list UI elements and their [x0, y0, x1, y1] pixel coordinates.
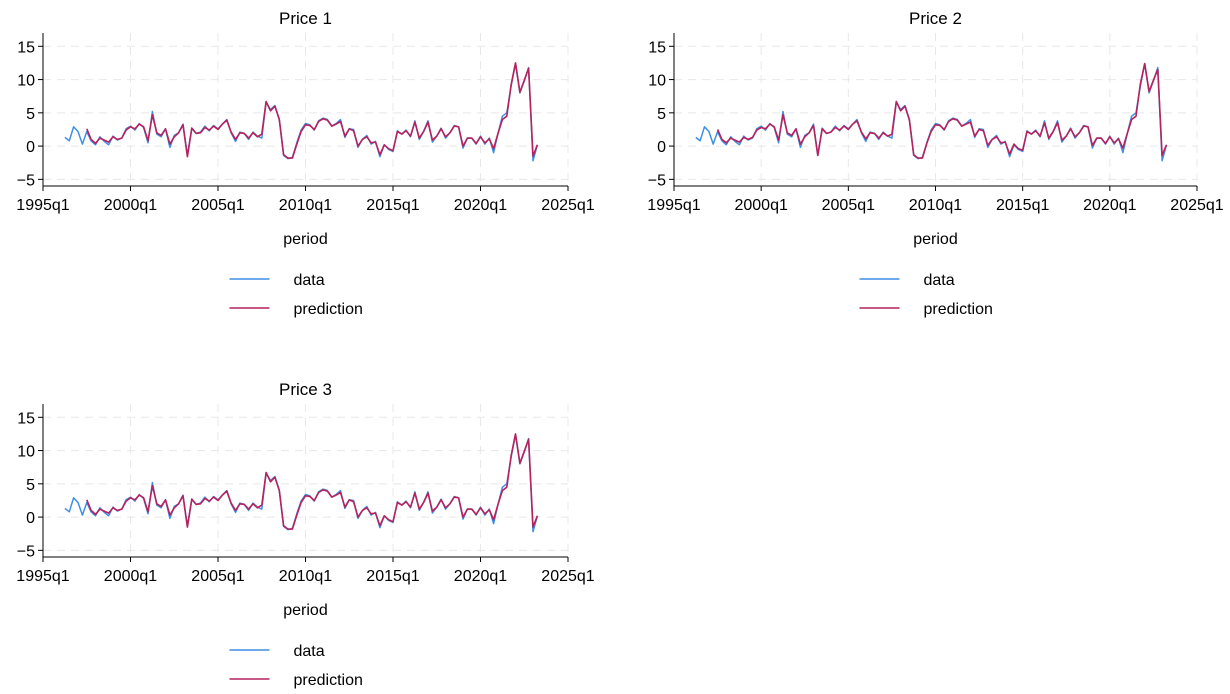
x-tick-label: 2005q1	[191, 197, 244, 214]
chart-title: Price 1	[279, 9, 332, 28]
x-axis-title: period	[913, 231, 957, 248]
y-tick-label: −5	[17, 172, 35, 189]
x-tick-label: 1995q1	[647, 197, 700, 214]
y-tick-label: 10	[648, 73, 666, 90]
x-tick-label: 2010q1	[909, 197, 962, 214]
x-tick-label: 1995q1	[16, 197, 69, 214]
x-tick-label: 2015q1	[996, 197, 1049, 214]
y-tick-label: 15	[17, 410, 35, 427]
y-tick-label: 5	[657, 106, 666, 123]
x-tick-label: 2025q1	[541, 568, 594, 585]
x-axis-title: period	[283, 602, 327, 619]
legend-label-prediction: prediction	[294, 301, 363, 318]
x-tick-label: 2015q1	[366, 568, 419, 585]
x-tick-label: 1995q1	[16, 568, 69, 585]
y-tick-label: 5	[26, 477, 35, 494]
chart-panel-2: Price 2 −5 0 5 10 15 1995q1 2000q1 2005q1 2010q1 2…	[647, 9, 1223, 318]
chart-title: Price 2	[909, 9, 962, 28]
legend-label-data: data	[294, 272, 325, 289]
y-tick-label: 0	[26, 510, 35, 527]
chart-panel-3: Price 3 −5 0 5 10 15 1995q1 2000q1 2005q1 2010q1 2…	[16, 380, 594, 689]
x-tick-label: 2025q1	[1170, 197, 1223, 214]
legend-label-data: data	[924, 272, 955, 289]
x-tick-label: 2000q1	[104, 568, 157, 585]
legend-label-data: data	[294, 643, 325, 660]
chart-title: Price 3	[279, 380, 332, 399]
x-tick-label: 2020q1	[454, 197, 507, 214]
series-line-prediction	[86, 62, 539, 159]
series-line-prediction	[86, 433, 539, 530]
x-tick-label: 2025q1	[541, 197, 594, 214]
x-tick-label: 2010q1	[279, 197, 332, 214]
x-tick-label: 2020q1	[454, 568, 507, 585]
legend-label-prediction: prediction	[924, 301, 993, 318]
x-tick-label: 2000q1	[104, 197, 157, 214]
x-tick-label: 2005q1	[822, 197, 875, 214]
y-tick-label: −5	[17, 543, 35, 560]
y-tick-label: −5	[648, 172, 666, 189]
y-tick-label: 15	[648, 39, 666, 56]
x-tick-label: 2020q1	[1083, 197, 1136, 214]
legend-label-prediction: prediction	[294, 672, 363, 689]
y-tick-label: 5	[26, 106, 35, 123]
y-tick-label: 0	[657, 139, 666, 156]
x-axis-title: period	[283, 231, 327, 248]
y-tick-label: 10	[17, 73, 35, 90]
series-line-prediction	[716, 62, 1168, 159]
chart-panel-1: Price 1 −5 0 5 10 15 1995q1 2000q1 2005q1 2010q1 2…	[16, 9, 594, 318]
y-tick-label: 0	[26, 139, 35, 156]
y-tick-label: 10	[17, 444, 35, 461]
y-tick-label: 15	[17, 39, 35, 56]
x-tick-label: 2000q1	[734, 197, 787, 214]
x-tick-label: 2010q1	[279, 568, 332, 585]
x-tick-label: 2015q1	[366, 197, 419, 214]
x-tick-label: 2005q1	[191, 568, 244, 585]
